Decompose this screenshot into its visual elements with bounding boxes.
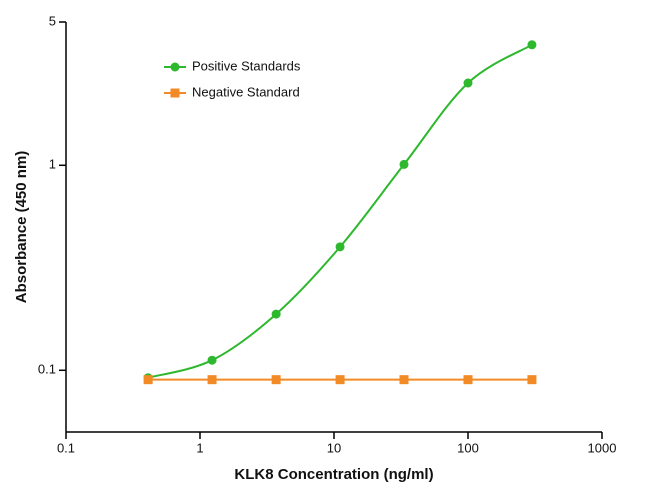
x-axis-title: KLK8 Concentration (ng/ml) — [234, 466, 433, 483]
data-point — [335, 375, 345, 385]
data-point — [463, 375, 473, 385]
data-point — [335, 242, 345, 252]
y-tick-label: 5 — [49, 13, 56, 28]
x-tick-label: 1 — [196, 440, 203, 455]
data-point — [271, 309, 281, 319]
y-tick-label: 1 — [49, 157, 56, 172]
legend-marker — [170, 88, 180, 98]
x-tick-label: 0.1 — [57, 440, 75, 455]
legend-label: Positive Standards — [192, 58, 301, 73]
data-point — [143, 375, 153, 385]
x-tick-label: 100 — [457, 440, 479, 455]
legend-marker — [170, 62, 180, 72]
legend-label: Negative Standard — [192, 84, 300, 99]
data-point — [207, 355, 217, 365]
data-point — [399, 159, 409, 169]
data-point — [207, 375, 217, 385]
data-point — [527, 40, 537, 50]
data-point — [271, 375, 281, 385]
y-tick-label: 0.1 — [38, 362, 56, 377]
x-tick-label: 10 — [327, 440, 341, 455]
data-point — [463, 78, 473, 88]
y-axis-title: Absorbance (450 nm) — [13, 151, 30, 304]
data-point — [527, 375, 537, 385]
data-point — [399, 375, 409, 385]
x-tick-label: 1000 — [588, 440, 617, 455]
